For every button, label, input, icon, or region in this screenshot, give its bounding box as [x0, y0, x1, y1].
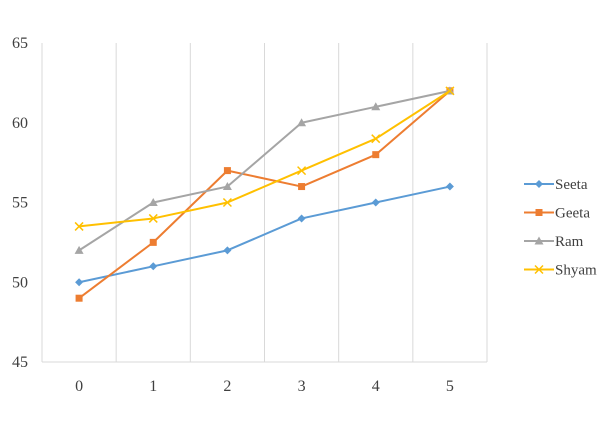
legend-label-seeta: Seeta	[555, 177, 588, 193]
data-point-shyam	[445, 86, 455, 96]
x-tick-label: 5	[446, 378, 454, 395]
x-tick-label: 4	[372, 378, 380, 395]
legend-marker-geeta	[535, 209, 543, 216]
y-tick-label: 60	[12, 115, 28, 132]
data-point-geeta	[75, 294, 83, 302]
legend: Seeta Geeta Ram Shyam	[524, 177, 597, 279]
legend-label-ram: Ram	[555, 234, 584, 250]
series-line-ram	[78, 89, 451, 252]
data-point-ram	[297, 118, 307, 127]
legend-marker-shyam	[534, 264, 544, 275]
series-shyam	[74, 86, 455, 231]
y-tick-label: 55	[12, 195, 28, 212]
data-point-geeta	[372, 151, 380, 159]
series-seeta	[75, 182, 454, 287]
legend-item-geeta: Geeta	[524, 206, 590, 222]
y-tick-label: 50	[12, 274, 28, 291]
y-tick-label: 45	[12, 354, 28, 371]
data-point-ram	[148, 198, 158, 206]
data-point-geeta	[223, 167, 231, 175]
x-axis-tick-labels: 0 1 2 3 4 5	[75, 378, 454, 395]
series-line-shyam	[78, 89, 451, 228]
data-point-seeta	[371, 198, 380, 207]
data-point-shyam	[371, 134, 381, 144]
legend-item-ram: Ram	[524, 234, 584, 250]
y-tick-label: 65	[12, 35, 28, 52]
data-point-shyam	[222, 197, 232, 208]
data-point-ram	[222, 182, 232, 191]
legend-label-shyam: Shyam	[555, 263, 597, 279]
series-line-geeta	[78, 89, 451, 300]
data-point-shyam	[148, 213, 158, 223]
data-point-shyam	[74, 221, 84, 231]
x-tick-label: 1	[149, 378, 157, 395]
x-tick-label: 2	[223, 378, 231, 395]
gridlines	[41, 43, 488, 362]
legend-label-geeta: Geeta	[555, 206, 590, 222]
data-point-seeta	[297, 214, 306, 223]
x-tick-label: 0	[75, 378, 83, 395]
data-point-seeta	[223, 246, 232, 255]
legend-marker-seeta	[535, 180, 543, 188]
series-group	[74, 86, 455, 302]
x-tick-label: 3	[298, 378, 306, 395]
data-point-ram	[371, 102, 381, 111]
data-point-seeta	[75, 278, 84, 287]
series-line-seeta	[78, 185, 451, 284]
data-point-geeta	[149, 238, 157, 246]
data-point-seeta	[149, 262, 158, 271]
legend-item-seeta: Seeta	[524, 177, 588, 193]
data-point-seeta	[445, 182, 454, 191]
y-axis-tick-labels: 45 50 55 60 65	[12, 35, 28, 371]
data-point-geeta	[298, 183, 306, 191]
data-point-ram	[74, 245, 84, 254]
legend-marker-ram	[534, 236, 544, 245]
legend-item-shyam: Shyam	[524, 263, 597, 279]
data-point-shyam	[297, 166, 307, 176]
